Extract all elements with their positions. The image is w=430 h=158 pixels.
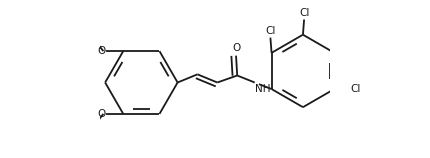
Text: Cl: Cl — [350, 84, 361, 94]
Text: NH: NH — [255, 84, 271, 94]
Text: O: O — [97, 46, 105, 56]
Text: Cl: Cl — [299, 8, 309, 18]
Text: O: O — [97, 109, 105, 119]
Text: O: O — [232, 43, 240, 53]
Text: Cl: Cl — [265, 26, 276, 36]
